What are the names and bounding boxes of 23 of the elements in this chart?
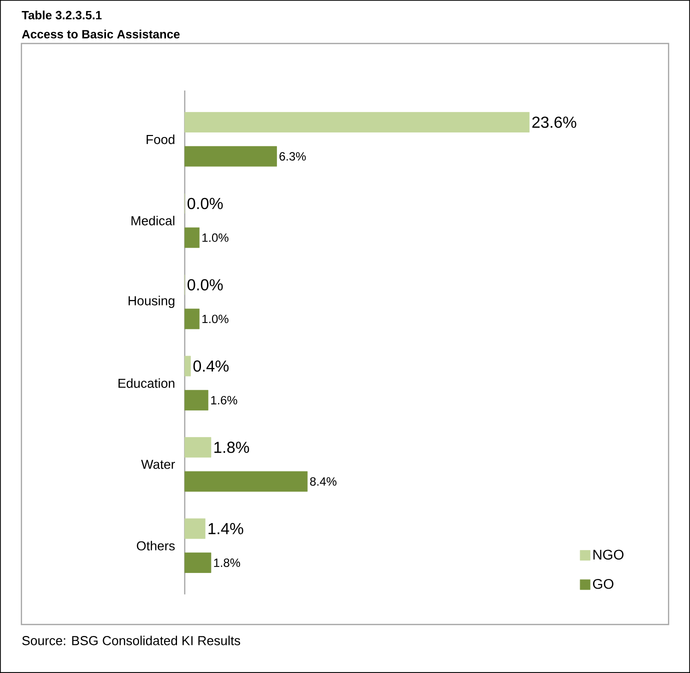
- data-label: 6.3%: [280, 152, 306, 161]
- y-tick-label: Education: [118, 378, 174, 388]
- y-tick-label: Food: [146, 134, 174, 144]
- data-label: 1.4%: [208, 523, 244, 534]
- data-label: 1.8%: [214, 558, 240, 567]
- chart-subtitle: Access to Basic Assistance: [22, 30, 180, 38]
- y-tick-label: Water: [141, 460, 175, 469]
- text: Table 3.2.3.5.1: [22, 10, 102, 20]
- y-tick-label: Others: [136, 540, 175, 550]
- legend-label: NGO: [593, 550, 624, 560]
- data-label: 0.4%: [193, 360, 229, 372]
- data-label: 1.8%: [214, 442, 250, 454]
- data-label: 1.0%: [202, 233, 228, 242]
- source-note: Source: BSG Consolidated KI Results: [22, 636, 240, 646]
- data-label: 23.6%: [532, 116, 576, 128]
- y-tick-label: Housing: [128, 296, 174, 308]
- data-label: 0.0%: [188, 279, 223, 290]
- data-label: 8.4%: [310, 477, 336, 486]
- data-label: 1.0%: [202, 314, 228, 324]
- y-tick-label: Medical: [132, 216, 174, 226]
- data-label: 0.0%: [188, 198, 223, 210]
- legend-label: GO: [593, 578, 614, 589]
- data-label: 1.6%: [211, 396, 238, 404]
